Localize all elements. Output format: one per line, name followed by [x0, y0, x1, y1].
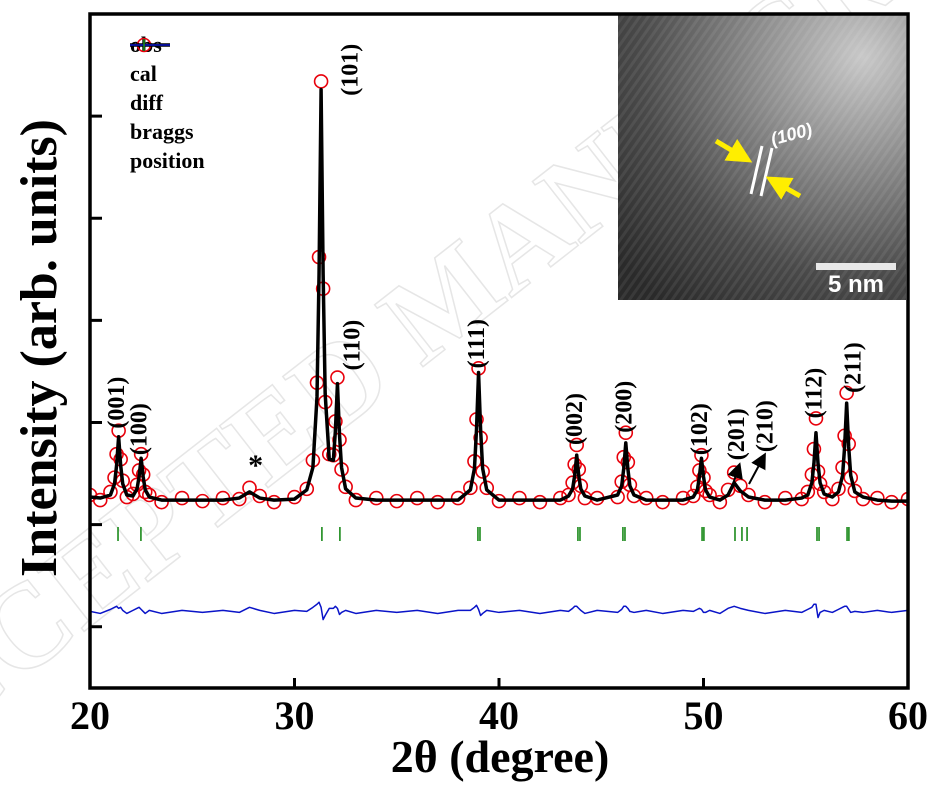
obs-point — [847, 483, 863, 499]
obs-point — [92, 492, 108, 508]
legend-item: cal — [130, 43, 240, 88]
peak-label: (211) — [840, 342, 866, 393]
obs-point — [618, 425, 634, 440]
x-tick-label: 50 — [684, 693, 724, 738]
peak-label: (111) — [464, 319, 490, 368]
obs-point — [757, 494, 773, 510]
obs-point — [532, 494, 548, 510]
obs-point — [266, 494, 282, 510]
peak-label: (002) — [562, 393, 588, 445]
peak-label: (210) — [752, 400, 778, 452]
legend-label: diff — [130, 90, 163, 115]
peak-label: (200) — [611, 381, 637, 433]
obs-point — [450, 490, 466, 506]
obs-point — [174, 490, 190, 506]
y-axis-label: Intensity (arb. units) — [11, 119, 68, 577]
x-tick-label: 20 — [70, 693, 110, 738]
annotation-arrow — [727, 462, 743, 491]
annotation-arrow — [748, 452, 766, 485]
peak-label: (102) — [687, 403, 713, 455]
inset-arrow — [765, 176, 802, 200]
obs-point — [103, 484, 118, 500]
peak-label: (001) — [104, 377, 130, 429]
peak-label: (110) — [339, 320, 365, 371]
legend-item: diff — [130, 44, 240, 117]
obs-point — [313, 74, 329, 89]
inset-fringes — [618, 14, 906, 300]
obs-point — [655, 494, 670, 510]
diff-line — [90, 601, 908, 621]
obs-point — [685, 488, 701, 504]
obs-point — [808, 411, 824, 426]
obs-point — [569, 437, 585, 453]
peak-label: (201) — [724, 408, 750, 460]
impurity-marker: * — [248, 449, 263, 482]
obs-point — [430, 494, 445, 510]
plot-area — [90, 74, 908, 621]
obs-point — [800, 484, 816, 500]
x-tick-label: 40 — [479, 693, 519, 738]
obs-point — [702, 487, 717, 503]
x-tick-label: 30 — [275, 693, 315, 738]
fringe-line — [759, 147, 774, 197]
legend-key — [143, 39, 145, 51]
legend-label: braggs position — [130, 119, 205, 173]
legend-item: braggs position — [130, 39, 240, 175]
peak-label: (100) — [127, 403, 153, 455]
obs-point — [409, 490, 425, 506]
obs-point — [287, 489, 302, 505]
scale-bar-label: 5 nm — [828, 271, 884, 298]
obs-point — [299, 481, 315, 497]
obs-point — [142, 487, 157, 503]
obs-point — [154, 494, 169, 510]
x-tick-label: 60 — [888, 693, 928, 738]
obs-point — [900, 491, 908, 507]
obs-point — [816, 484, 832, 500]
obs-point — [839, 385, 854, 401]
x-axis-label: 2θ (degree) — [391, 731, 610, 782]
fringe-line — [749, 145, 764, 195]
scale-bar — [816, 263, 896, 270]
inset-arrow — [714, 138, 753, 163]
obs-point — [242, 480, 257, 496]
obs-point — [512, 490, 527, 506]
legend-label: cal — [130, 61, 157, 86]
cal-line — [90, 87, 908, 503]
obs-point — [831, 481, 846, 497]
obs-point — [741, 487, 756, 503]
peak-label: (101) — [337, 44, 363, 96]
obs-point — [712, 494, 728, 510]
legend-key — [130, 44, 170, 46]
legend: obs cal diff braggs position — [130, 30, 240, 175]
peak-label: (112) — [801, 368, 827, 419]
inset-image: (100) 5 nm — [618, 14, 906, 300]
